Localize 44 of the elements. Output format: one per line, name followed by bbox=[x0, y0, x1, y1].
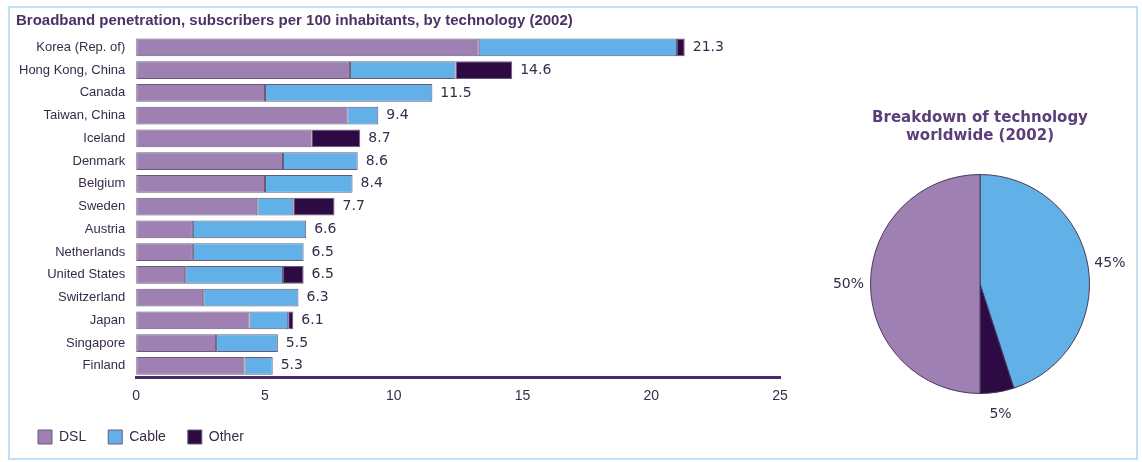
chart-title: Breakdown of technology worldwide (2002) bbox=[871, 108, 1089, 144]
data-label: 50% bbox=[832, 274, 865, 291]
total-label: 8.4 bbox=[360, 174, 383, 191]
x-tick-label: 25 bbox=[772, 387, 788, 404]
y-tick-label: Netherlands bbox=[55, 243, 126, 259]
total-label: 6.5 bbox=[311, 242, 334, 259]
x-tick-label: 0 bbox=[132, 387, 141, 404]
total-label: 21.3 bbox=[692, 38, 724, 55]
total-label: 11.5 bbox=[440, 83, 472, 100]
y-tick-label: Austria bbox=[84, 220, 126, 236]
data-label: 5% bbox=[989, 404, 1012, 421]
data-label: 45% bbox=[1094, 254, 1126, 271]
y-tick-label: Japan bbox=[89, 311, 126, 327]
chart-title: Broadband penetration, subscribers per 100 inhabitants, by technology (2002) bbox=[16, 11, 573, 29]
y-tick-label: Switzerland bbox=[58, 289, 126, 305]
y-tick-label: Canada bbox=[79, 84, 126, 100]
y-tick-label: Belgium bbox=[78, 175, 126, 191]
total-label: 9.4 bbox=[386, 106, 409, 123]
legend-label: DSL bbox=[59, 427, 87, 444]
x-tick-label: 10 bbox=[385, 387, 402, 404]
total-label: 6.6 bbox=[314, 219, 337, 236]
legend-label: Other bbox=[208, 427, 245, 444]
y-tick-label: Hong Kong, China bbox=[18, 61, 126, 77]
total-label: 8.7 bbox=[368, 129, 391, 145]
total-label: 8.6 bbox=[365, 151, 389, 168]
total-label: 6.1 bbox=[301, 310, 324, 327]
total-label: 5.3 bbox=[280, 356, 303, 373]
y-tick-label: Korea (Rep. of) bbox=[36, 38, 126, 54]
total-label: 5.5 bbox=[285, 333, 309, 350]
x-tick-label: 20 bbox=[643, 387, 660, 404]
y-tick-label: Singapore bbox=[65, 334, 126, 350]
y-tick-label: Sweden bbox=[78, 198, 126, 214]
total-label: 7.7 bbox=[342, 197, 365, 214]
x-tick-label: 15 bbox=[514, 387, 531, 404]
legend-label: Cable bbox=[129, 427, 167, 444]
y-tick-label: Iceland bbox=[83, 129, 126, 145]
y-tick-label: Denmark bbox=[72, 152, 126, 168]
y-tick-label: Finland bbox=[82, 357, 126, 373]
x-tick-label: 5 bbox=[261, 387, 270, 404]
y-tick-label: Taiwan, China bbox=[43, 107, 127, 123]
total-label: 6.5 bbox=[311, 265, 334, 282]
y-tick-label: United States bbox=[47, 266, 126, 282]
total-label: 6.3 bbox=[306, 288, 329, 305]
total-label: 14.6 bbox=[520, 60, 552, 77]
